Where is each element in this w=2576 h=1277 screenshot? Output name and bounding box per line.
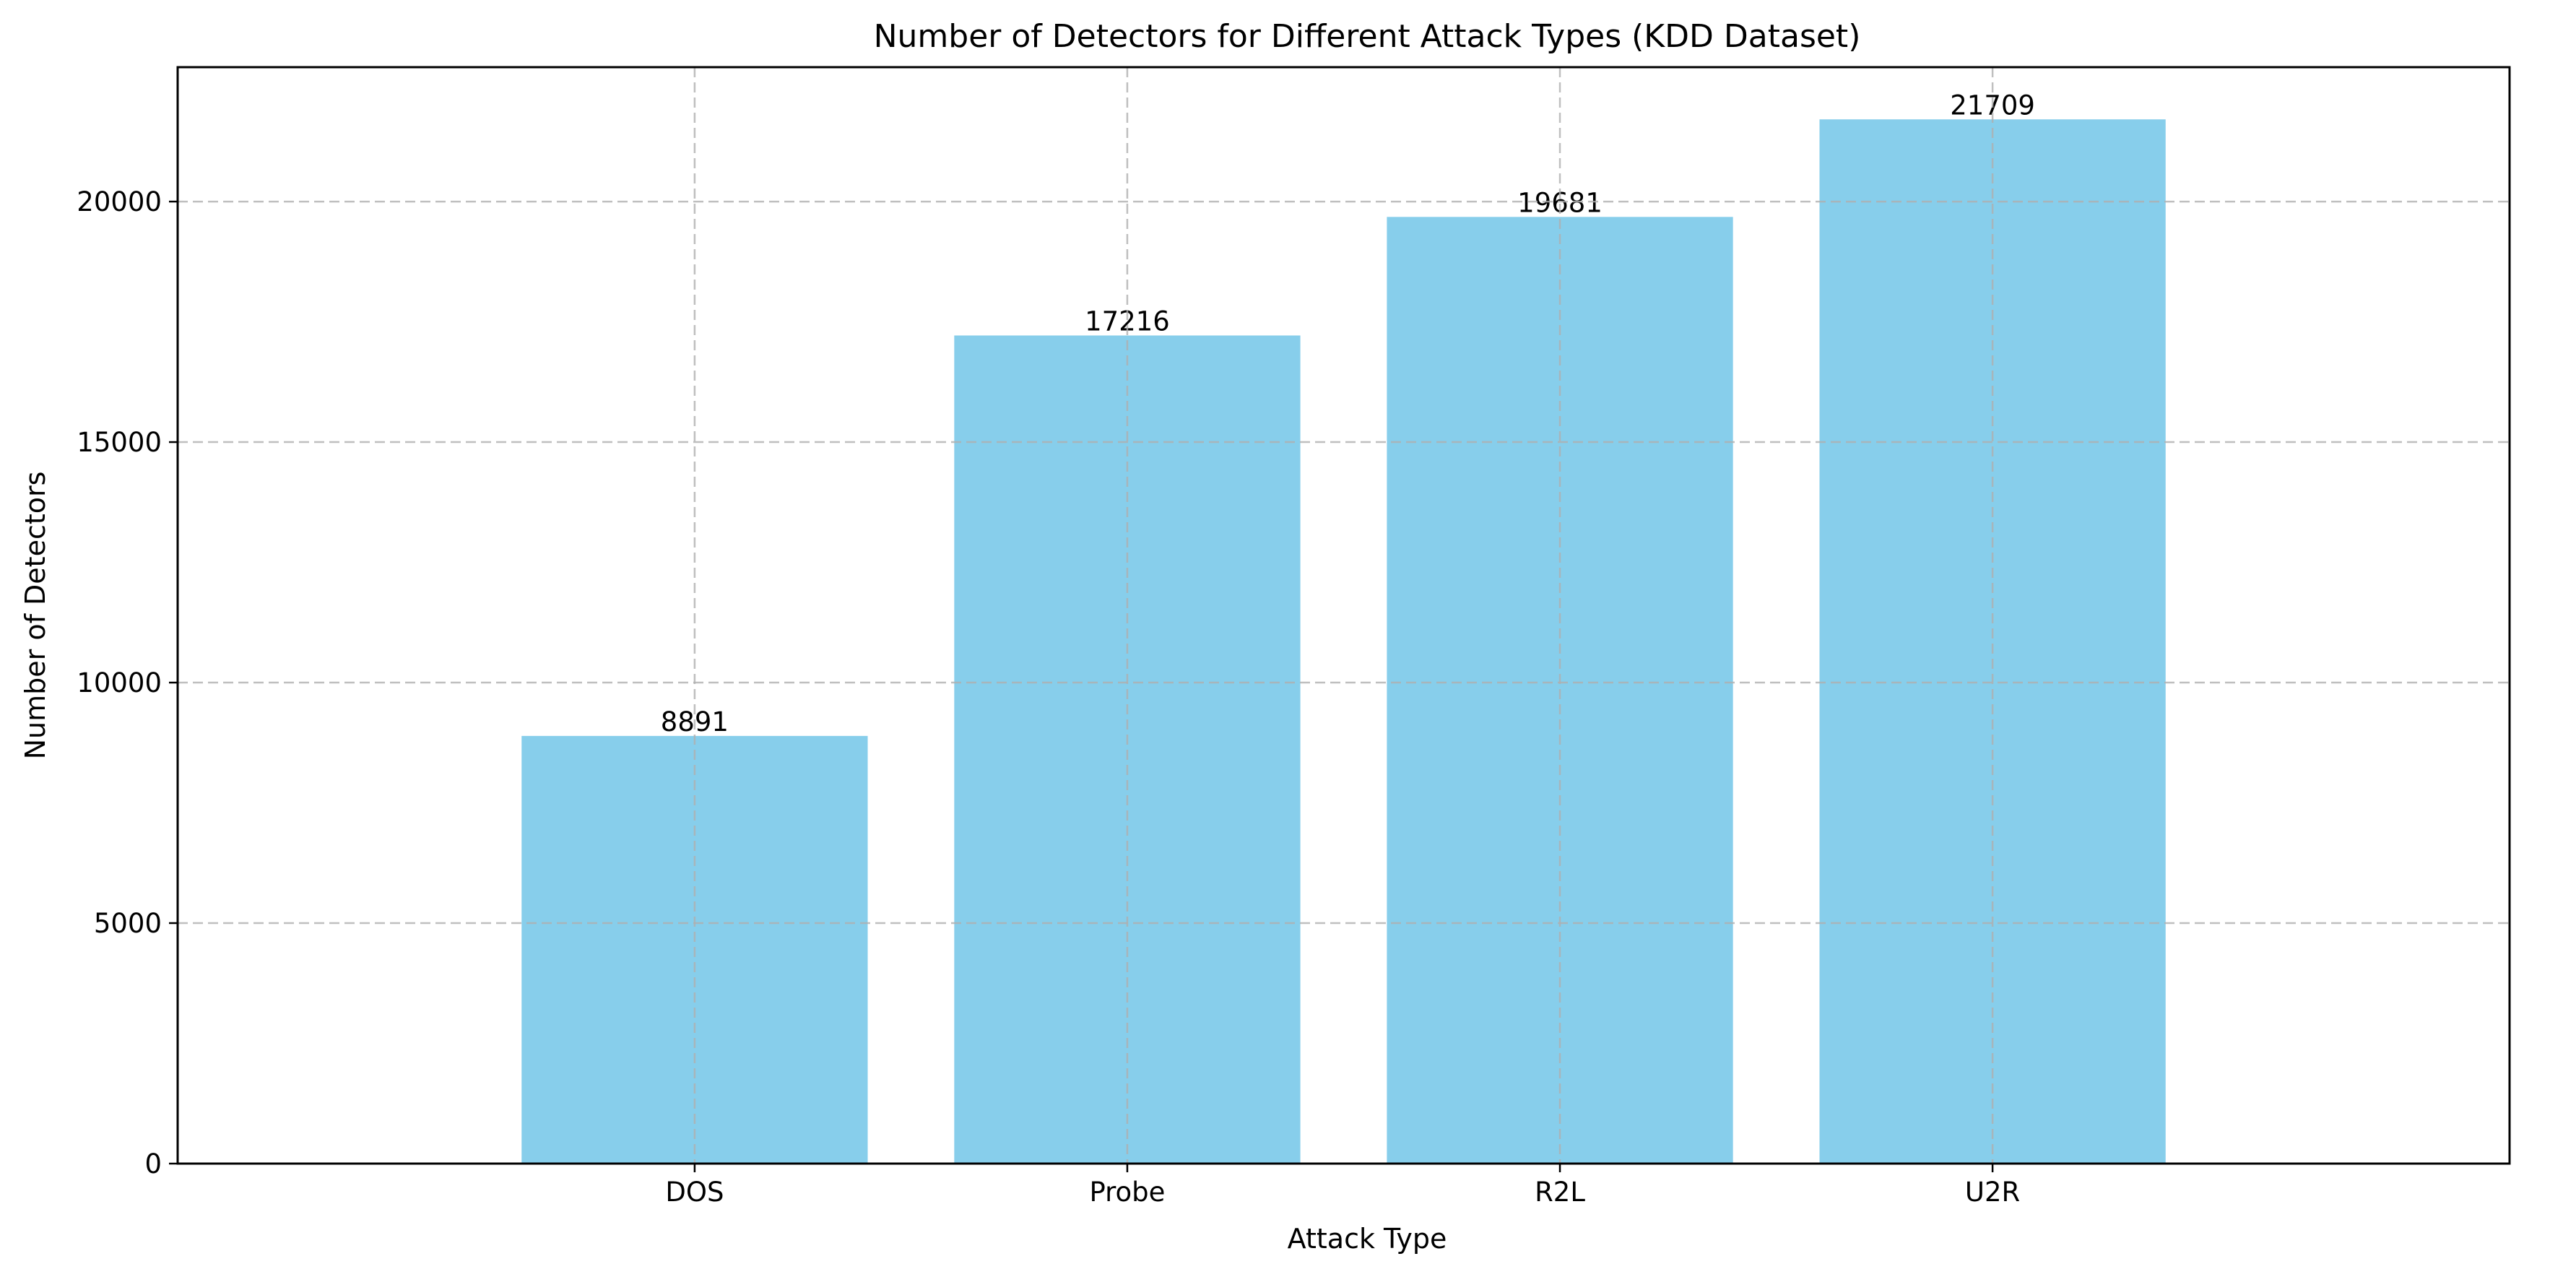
y-tick-label: 10000 xyxy=(77,667,162,698)
chart-title: Number of Detectors for Different Attack… xyxy=(874,18,1861,55)
y-axis-ticks: 0 5000 10000 15000 20000 xyxy=(77,186,178,1179)
y-tick-label: 0 xyxy=(144,1148,162,1179)
plot-frame xyxy=(176,66,2511,1165)
y-tick-label: 20000 xyxy=(77,186,162,217)
x-tick-label: DOS xyxy=(665,1177,724,1208)
y-axis-label: Number of Detectors xyxy=(19,472,51,760)
bar-u2r xyxy=(1819,119,2166,1164)
x-tick-label: U2R xyxy=(1965,1177,2020,1208)
x-axis-ticks: DOS Probe R2L U2R xyxy=(665,1164,2020,1208)
x-axis-label: Attack Type xyxy=(1288,1223,1447,1255)
x-tick-label: Probe xyxy=(1089,1177,1165,1208)
y-tick-label: 5000 xyxy=(94,908,162,939)
grid-lines-overlay xyxy=(178,67,2510,1164)
x-tick-label: R2L xyxy=(1535,1177,1585,1208)
y-tick-label: 15000 xyxy=(77,427,162,458)
